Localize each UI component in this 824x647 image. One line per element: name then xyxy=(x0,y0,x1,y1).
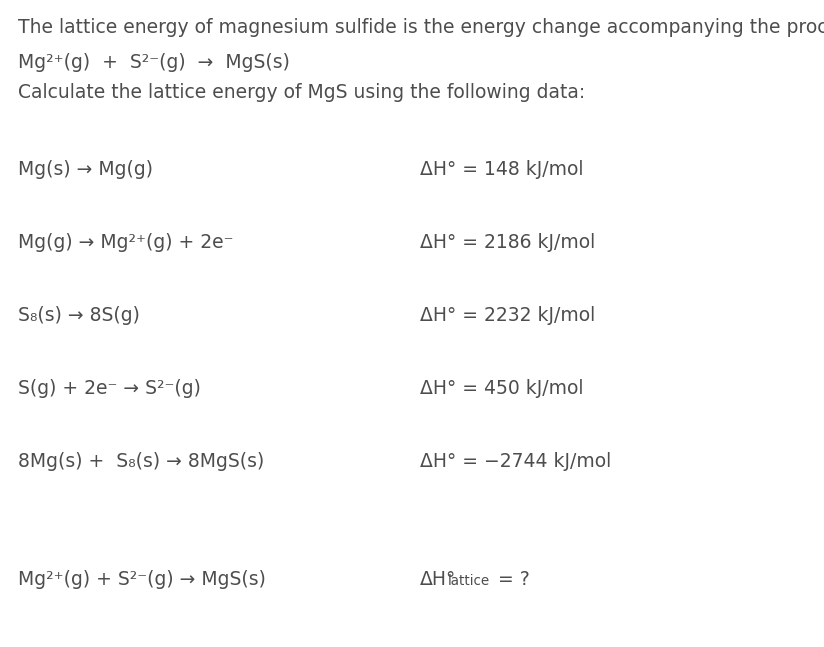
Text: Mg(s) → Mg(g): Mg(s) → Mg(g) xyxy=(18,160,153,179)
Text: ΔH°: ΔH° xyxy=(420,570,456,589)
Text: = ?: = ? xyxy=(492,570,530,589)
Text: S(g) + 2e⁻ → S²⁻(g): S(g) + 2e⁻ → S²⁻(g) xyxy=(18,379,201,398)
Text: lattice: lattice xyxy=(448,574,490,588)
Text: Mg²⁺(g)  +  S²⁻(g)  →  MgS(s): Mg²⁺(g) + S²⁻(g) → MgS(s) xyxy=(18,53,290,72)
Text: Mg²⁺(g) + S²⁻(g) → MgS(s): Mg²⁺(g) + S²⁻(g) → MgS(s) xyxy=(18,570,266,589)
Text: ΔH° = 2186 kJ/mol: ΔH° = 2186 kJ/mol xyxy=(420,233,595,252)
Text: Calculate the lattice energy of MgS using the following data:: Calculate the lattice energy of MgS usin… xyxy=(18,83,585,102)
Text: ΔH° = 148 kJ/mol: ΔH° = 148 kJ/mol xyxy=(420,160,583,179)
Text: 8Mg(s) +  S₈(s) → 8MgS(s): 8Mg(s) + S₈(s) → 8MgS(s) xyxy=(18,452,265,471)
Text: Mg(g) → Mg²⁺(g) + 2e⁻: Mg(g) → Mg²⁺(g) + 2e⁻ xyxy=(18,233,233,252)
Text: ΔH° = 2232 kJ/mol: ΔH° = 2232 kJ/mol xyxy=(420,306,595,325)
Text: The lattice energy of magnesium sulfide is the energy change accompanying the pr: The lattice energy of magnesium sulfide … xyxy=(18,18,824,37)
Text: ΔH° = 450 kJ/mol: ΔH° = 450 kJ/mol xyxy=(420,379,583,398)
Text: S₈(s) → 8S(g): S₈(s) → 8S(g) xyxy=(18,306,140,325)
Text: ΔH° = −2744 kJ/mol: ΔH° = −2744 kJ/mol xyxy=(420,452,611,471)
